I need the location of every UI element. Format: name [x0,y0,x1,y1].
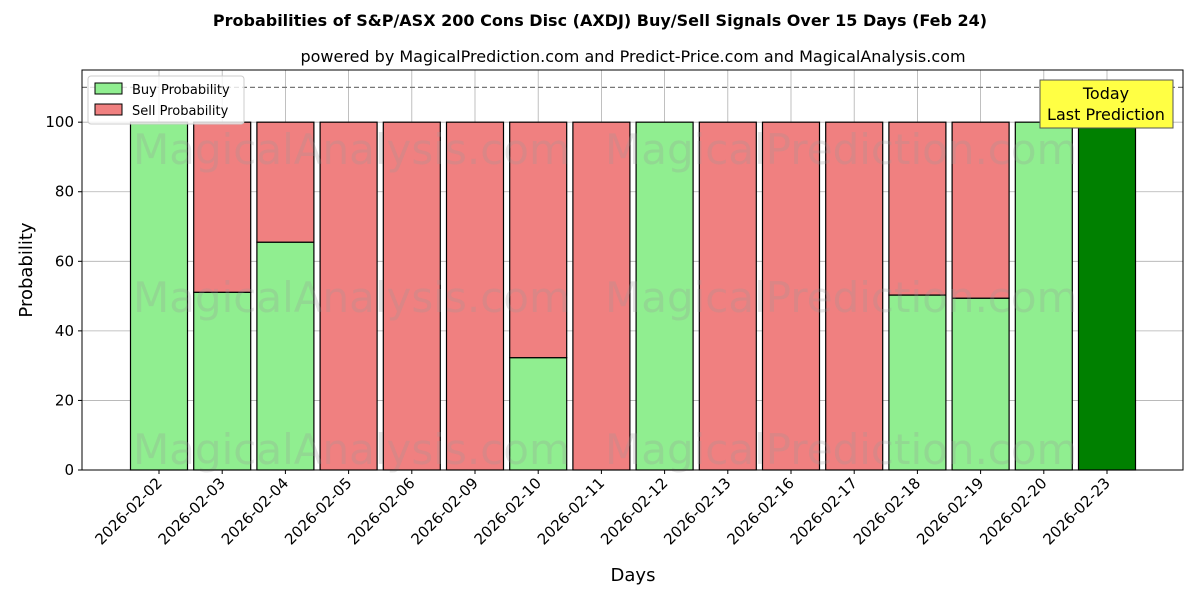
bar-sell [509,121,568,359]
x-tick-label: 2026-02-18 [850,474,924,548]
annotation-line2: Last Prediction [1047,105,1165,124]
y-ticks: 0 20 40 60 80 100 [45,113,82,479]
y-tick-label: 60 [55,252,74,270]
x-tick-label: 2026-02-10 [471,474,545,548]
x-tick-label: 2026-02-16 [723,474,797,548]
x-tick-label: 2026-02-20 [976,474,1050,548]
plot-frame [81,69,1184,471]
bar-sell [888,121,947,296]
bar-buy [951,297,1010,471]
y-tick-label: 40 [55,322,74,340]
bar-sell [761,121,821,471]
bar-sell [445,121,505,471]
bar-sell [193,121,252,293]
legend-swatch-sell [94,103,123,116]
x-tick-label: 2026-02-13 [660,474,734,548]
legend-swatch-buy [94,82,123,95]
x-tick-label: 2026-02-02 [91,474,165,548]
legend-label-sell: Sell Probability [132,104,229,119]
bar-sell [319,121,378,471]
bar-sell [256,121,315,243]
x-axis-label: Days [611,565,656,586]
x-tick-label: 2026-02-06 [344,474,418,548]
y-tick-label: 100 [45,113,74,131]
annotation-line1: Today [1082,84,1129,103]
bar-buy [1014,121,1073,471]
x-tick-label: 2026-02-09 [407,474,481,548]
x-tick-label: 2026-02-11 [534,474,608,548]
watermark-text: MagicalAnalysis.com [133,425,570,474]
watermark-text: MagicalAnalysis.com [133,273,570,322]
x-ticks: 2026-02-022026-02-032026-02-042026-02-05… [91,470,1114,548]
chart-title: Probabilities of S&P/ASX 200 Cons Disc (… [213,11,987,30]
bar-buy [509,357,568,471]
x-tick-label: 2026-02-23 [1039,474,1113,548]
bar-sell [572,121,631,471]
x-tick-label: 2026-02-03 [155,474,229,548]
y-tick-label: 20 [55,391,74,409]
legend-label-buy: Buy Probability [132,83,230,98]
x-tick-label: 2026-02-12 [597,474,671,548]
y-axis-label: Probability [16,222,37,317]
watermark-text: MagicalAnalysis.com [133,125,570,174]
chart-subtitle: powered by MagicalPrediction.com and Pre… [300,47,965,66]
bars [129,121,1137,471]
x-tick-label: 2026-02-19 [913,474,987,548]
y-tick-label: 80 [55,183,74,201]
y-tick-label: 0 [64,461,74,479]
bar-sell [951,121,1010,299]
x-tick-label: 2026-02-17 [787,474,861,548]
watermark-text: MagicalPrediction.com [605,125,1078,174]
bar-sell [382,121,441,471]
bar-buy [888,294,947,471]
legend: Buy Probability Sell Probability [87,75,245,125]
bar-buy [635,121,694,471]
watermarks: MagicalAnalysis.com MagicalPrediction.com… [133,125,1078,474]
bar-sell [825,121,884,471]
bar-sell [698,121,757,471]
today-annotation: Today Last Prediction [1039,79,1174,129]
watermark-text: MagicalPrediction.com [605,425,1078,474]
watermark-text: MagicalPrediction.com [605,273,1078,322]
x-tick-label: 2026-02-05 [281,474,355,548]
bar-buy [1077,121,1137,471]
x-tick-label: 2026-02-04 [218,474,292,548]
